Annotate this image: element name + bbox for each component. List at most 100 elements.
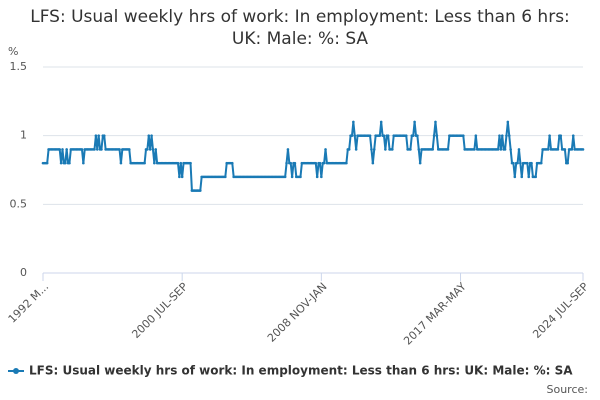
point	[230, 161, 234, 165]
point	[509, 148, 512, 151]
point	[530, 161, 533, 165]
point	[61, 148, 64, 151]
point	[431, 148, 434, 151]
x-tick-label: 1992 M...	[6, 280, 52, 326]
point	[571, 134, 575, 137]
point	[324, 148, 327, 151]
point	[347, 148, 351, 151]
point	[45, 161, 49, 165]
y-tick-label: 1	[20, 129, 27, 142]
point	[293, 161, 297, 165]
point	[65, 148, 68, 151]
point	[503, 148, 507, 151]
point	[119, 161, 123, 165]
point	[548, 134, 551, 137]
point	[384, 148, 387, 151]
point	[290, 175, 294, 179]
legend-label: LFS: Usual weekly hrs of work: In employ…	[29, 364, 573, 378]
point	[559, 134, 563, 137]
point	[527, 175, 531, 179]
y-tick-label: 1.5	[10, 60, 28, 73]
point	[299, 175, 302, 179]
point	[372, 148, 376, 151]
point	[118, 148, 121, 151]
point	[498, 134, 501, 137]
point	[391, 148, 394, 151]
point	[556, 148, 560, 151]
point	[320, 175, 323, 179]
point	[409, 148, 412, 151]
point	[189, 161, 192, 165]
point	[315, 175, 319, 179]
point	[496, 148, 500, 151]
point	[127, 148, 131, 151]
point	[352, 120, 355, 124]
point	[462, 134, 465, 137]
point	[512, 161, 515, 165]
point	[404, 134, 408, 137]
point	[283, 175, 287, 179]
x-tick-label: 2008 NOV-JAN	[265, 280, 330, 345]
point	[566, 161, 569, 165]
point	[370, 148, 373, 151]
point	[59, 161, 63, 165]
point	[345, 161, 348, 165]
point	[147, 134, 151, 137]
point	[499, 148, 503, 151]
point	[97, 134, 100, 137]
point	[516, 161, 519, 165]
point	[68, 161, 71, 165]
point	[314, 161, 318, 165]
line	[43, 120, 583, 192]
point	[563, 148, 567, 151]
x-tick-label: 2000 JUL-SEP	[129, 280, 190, 341]
point	[513, 175, 517, 179]
point	[506, 120, 510, 124]
point	[386, 134, 390, 137]
chart-title: LFS: Usual weekly hrs of work: In employ…	[30, 7, 570, 49]
point	[322, 161, 326, 165]
point	[176, 161, 180, 165]
point	[153, 161, 156, 165]
point	[146, 148, 149, 151]
y-tick-label: 0.5	[10, 197, 28, 210]
point	[418, 161, 422, 165]
point	[371, 161, 375, 165]
point	[379, 120, 383, 124]
point	[434, 120, 437, 124]
point	[546, 148, 550, 151]
y-axis-label: %	[8, 45, 18, 58]
point	[500, 134, 504, 137]
point	[353, 134, 357, 137]
point	[289, 161, 293, 165]
point	[368, 134, 372, 137]
point	[570, 148, 574, 151]
point	[82, 161, 85, 165]
point	[413, 120, 416, 124]
point	[224, 175, 227, 179]
point	[150, 134, 153, 137]
point	[581, 148, 585, 151]
point	[151, 148, 155, 151]
point	[505, 134, 508, 137]
point	[411, 134, 415, 137]
point	[432, 134, 436, 137]
point	[178, 175, 181, 179]
point	[95, 148, 99, 151]
point	[539, 161, 543, 165]
source: Source:	[547, 383, 589, 396]
point	[417, 148, 421, 151]
point	[286, 148, 290, 151]
point	[473, 148, 476, 151]
point	[507, 134, 511, 137]
point	[63, 161, 67, 165]
point	[416, 134, 419, 137]
point	[382, 134, 386, 137]
point	[58, 148, 62, 151]
point	[378, 134, 382, 137]
point	[80, 148, 84, 151]
point	[198, 189, 202, 192]
point	[148, 148, 152, 151]
point	[143, 161, 146, 165]
